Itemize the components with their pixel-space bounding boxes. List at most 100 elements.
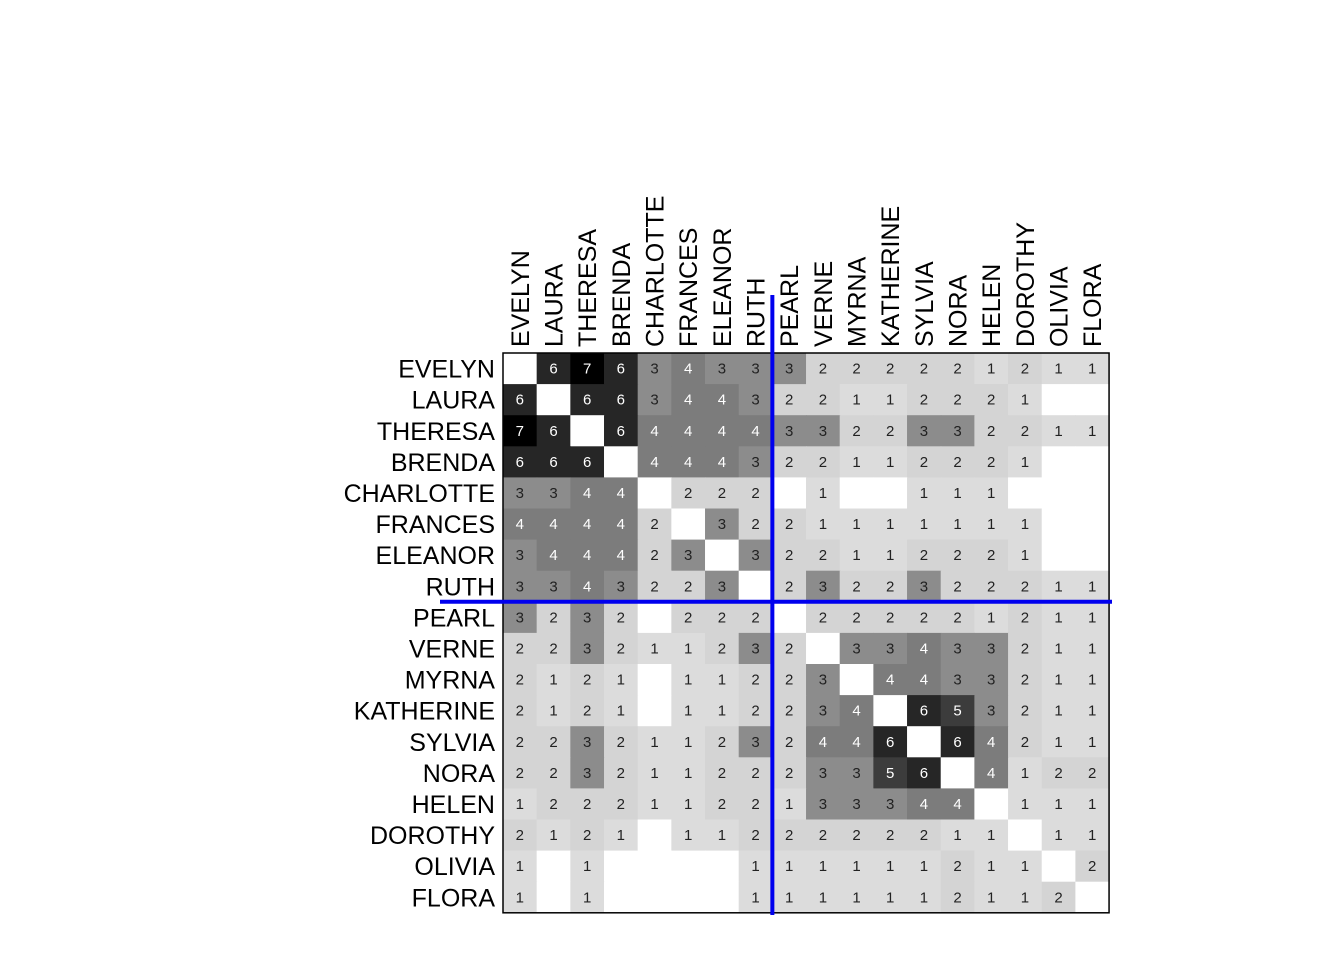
- cell-value-label: 1: [1021, 858, 1029, 875]
- heatmap-cell: [604, 384, 639, 416]
- cell-value-label: 4: [718, 423, 726, 440]
- cell-value-label: 4: [549, 547, 557, 564]
- cell-value-label: 2: [953, 547, 961, 564]
- row-label: MYRNA: [405, 667, 496, 695]
- heatmap-cell: [1041, 819, 1076, 852]
- heatmap-cell: [772, 539, 807, 572]
- heatmap-cell: [974, 446, 1009, 478]
- heatmap-cell: [873, 353, 908, 385]
- heatmap-cell: [974, 477, 1009, 510]
- heatmap-cell: [1008, 353, 1043, 385]
- cell-value-label: 1: [1021, 547, 1029, 564]
- heatmap-cell: [873, 788, 908, 821]
- heatmap-cell: [604, 601, 639, 634]
- heatmap-cell: [637, 570, 672, 603]
- cell-value-label: 1: [1054, 609, 1062, 626]
- heatmap-cell: [705, 664, 740, 696]
- heatmap-cell: [1008, 601, 1043, 634]
- heatmap-cell: [570, 539, 605, 572]
- row-label: KATHERINE: [354, 698, 495, 726]
- cell-value-label: 2: [617, 765, 625, 782]
- cell-value-label: 1: [819, 889, 827, 906]
- heatmap-cell: [671, 508, 706, 541]
- cell-value-label: 4: [684, 392, 692, 409]
- cell-value-label: 2: [987, 454, 995, 471]
- heatmap-cell: [570, 695, 605, 727]
- cell-value-label: 6: [617, 392, 625, 409]
- heatmap-cell: [503, 881, 538, 914]
- cell-value-label: 2: [852, 609, 860, 626]
- cell-value-label: 1: [953, 827, 961, 844]
- heatmap-cell: [637, 508, 672, 541]
- heatmap-cell: [940, 788, 975, 821]
- cell-value-label: 2: [785, 734, 793, 751]
- cell-value-label: 3: [852, 640, 860, 657]
- heatmap-cell: [738, 757, 773, 789]
- heatmap-cell: [637, 539, 672, 572]
- heatmap-cell: [604, 881, 639, 914]
- cell-value-label: 2: [920, 827, 928, 844]
- cell-value-label: 3: [751, 640, 759, 657]
- heatmap-cell: [604, 757, 639, 789]
- cell-value-label: 2: [785, 516, 793, 533]
- column-label: OLIVIA: [1046, 266, 1074, 347]
- cell-value-label: 2: [650, 547, 658, 564]
- heatmap-cell: [873, 477, 908, 510]
- cell-value-label: 6: [920, 703, 928, 720]
- heatmap-cell: [1041, 353, 1076, 385]
- heatmap-cell: [536, 881, 571, 914]
- heatmap-cell: [839, 788, 874, 821]
- heatmap-cell: [1075, 757, 1110, 789]
- heatmap-cell: [873, 601, 908, 634]
- cell-value-label: 2: [785, 454, 793, 471]
- heatmap-cell: [1008, 757, 1043, 789]
- heatmap-cell: [940, 353, 975, 385]
- cell-value-label: 2: [583, 827, 591, 844]
- column-label: VERNE: [810, 261, 838, 347]
- cell-value-label: 6: [886, 734, 894, 751]
- heatmap-cell: [1041, 695, 1076, 727]
- heatmap-cell: [974, 415, 1009, 447]
- heatmap-cell: [907, 508, 942, 541]
- cell-value-label: 2: [953, 609, 961, 626]
- cell-value-label: 2: [751, 672, 759, 689]
- heatmap-cell: [637, 384, 672, 416]
- heatmap-cell: [637, 632, 672, 665]
- heatmap-cell: [907, 881, 942, 914]
- cell-value-label: 4: [920, 672, 928, 689]
- heatmap-cell: [806, 695, 841, 727]
- heatmap-cell: [1075, 664, 1110, 696]
- heatmap-cell: [671, 881, 706, 914]
- heatmap-cell: [907, 664, 942, 696]
- heatmap-cell: [839, 881, 874, 914]
- cell-value-label: 2: [819, 392, 827, 409]
- heatmap-cell: [772, 850, 807, 883]
- cell-value-label: 2: [785, 827, 793, 844]
- cell-value-label: 6: [583, 392, 591, 409]
- heatmap-cell: [536, 632, 571, 665]
- cell-value-label: 1: [650, 734, 658, 751]
- heatmap-cell: [705, 726, 740, 758]
- heatmap-cell: [570, 477, 605, 510]
- heatmap-cell: [1075, 881, 1110, 914]
- cell-value-label: 1: [1054, 734, 1062, 751]
- cell-value-label: 1: [617, 672, 625, 689]
- heatmap-cell: [839, 415, 874, 447]
- heatmap-cell: [806, 819, 841, 852]
- heatmap-cell: [738, 446, 773, 478]
- heatmap-cell: [671, 601, 706, 634]
- heatmap-cell: [570, 819, 605, 852]
- column-label: BRENDA: [608, 242, 636, 347]
- column-label: PEARL: [776, 265, 804, 347]
- cell-value-label: 2: [819, 827, 827, 844]
- heatmap-cell: [839, 632, 874, 665]
- heatmap-cell: [536, 477, 571, 510]
- row-label: DOROTHY: [370, 822, 495, 850]
- heatmap-cell: [839, 539, 874, 572]
- cell-value-label: 3: [549, 485, 557, 502]
- cell-value-label: 1: [920, 516, 928, 533]
- cell-value-label: 3: [886, 640, 894, 657]
- heatmap-cell: [974, 664, 1009, 696]
- cell-value-label: 1: [886, 454, 894, 471]
- heatmap-cell: [604, 539, 639, 572]
